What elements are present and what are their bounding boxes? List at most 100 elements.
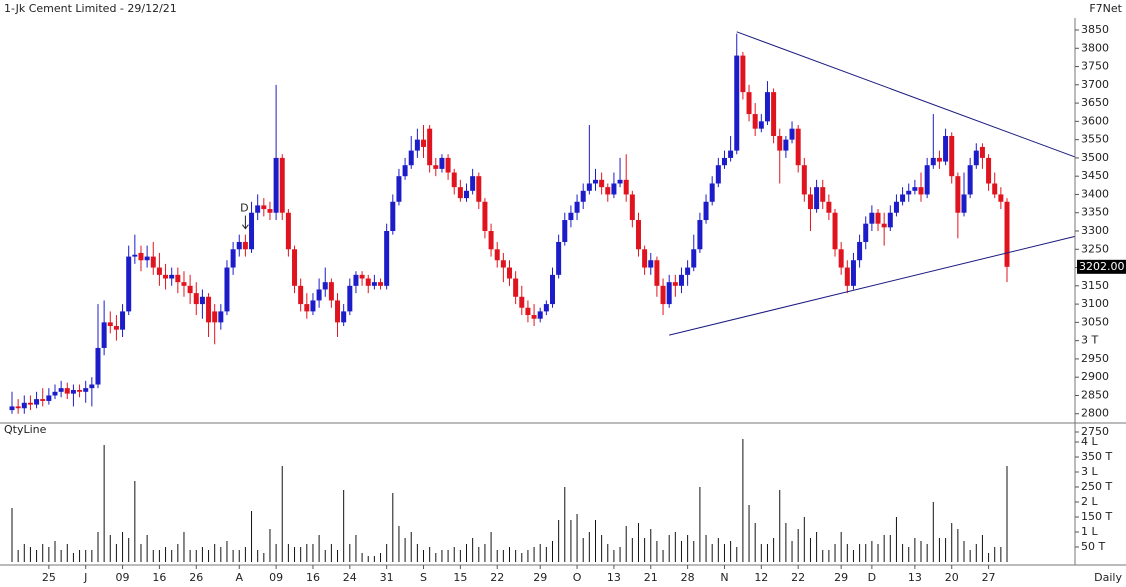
candle-body — [844, 267, 850, 286]
x-tick-label: 12 — [754, 571, 768, 584]
candle-body — [992, 183, 998, 195]
candle-body — [328, 282, 334, 301]
candle-body — [666, 282, 672, 305]
x-tick-label: 29 — [834, 571, 848, 584]
candle-body — [150, 256, 156, 268]
candle-body — [126, 256, 132, 312]
x-tick-label: 15 — [453, 571, 467, 584]
y-tick-label: 3050 — [1081, 315, 1109, 328]
y-tick-label: 1 L — [1081, 525, 1098, 538]
candle-body — [27, 402, 33, 405]
candle-body — [353, 274, 359, 286]
candle-body — [820, 187, 826, 202]
candle-body — [967, 165, 973, 195]
candle-body — [464, 190, 470, 199]
candle-body — [175, 274, 181, 283]
candle-body — [273, 157, 279, 213]
y-tick-label: 2750 — [1081, 425, 1109, 438]
candle-body — [734, 55, 740, 151]
candle-body — [906, 190, 912, 195]
candle-body — [421, 139, 427, 147]
candle-body — [89, 384, 95, 389]
candle-body — [721, 157, 727, 166]
x-tick-label: 29 — [533, 571, 547, 584]
candle-body — [292, 249, 298, 286]
candle-body — [777, 135, 783, 151]
price-panel — [9, 31, 1075, 414]
candle-body — [15, 406, 21, 409]
candle-body — [95, 347, 101, 385]
candle-body — [500, 260, 506, 268]
candle-body — [347, 285, 353, 312]
candle-body — [703, 201, 709, 221]
y-tick-label: 3750 — [1081, 60, 1109, 73]
candle-body — [574, 201, 580, 213]
candle-body — [494, 249, 500, 261]
x-tick-label: 22 — [791, 571, 805, 584]
y-tick-label: 3650 — [1081, 96, 1109, 109]
candle-body — [795, 128, 801, 166]
x-tick-label: J — [83, 571, 87, 584]
candle-body — [801, 165, 807, 195]
candle-body — [206, 296, 212, 323]
y-tick-label: 3150 — [1081, 279, 1109, 292]
candle-body — [298, 285, 304, 305]
source: F7Net — [1089, 2, 1122, 15]
candle-body — [285, 212, 291, 250]
candle-body — [893, 201, 899, 213]
y-tick-label: 3450 — [1081, 169, 1109, 182]
candle-body — [592, 179, 598, 184]
candle-body — [433, 165, 439, 169]
x-tick-label: 26 — [189, 571, 203, 584]
candle-body — [70, 389, 76, 394]
x-tick-label: 21 — [644, 571, 658, 584]
candle-body — [580, 190, 586, 202]
y-tick-label: 3700 — [1081, 78, 1109, 91]
candle-body — [390, 201, 396, 231]
candle-body — [482, 201, 488, 231]
candle-body — [199, 296, 205, 305]
x-tick-label: 28 — [681, 571, 695, 584]
candle-body — [371, 282, 377, 286]
candle-body — [408, 150, 414, 166]
candle-body — [193, 293, 199, 305]
candle-body — [279, 157, 285, 213]
periodicity: Daily — [1094, 571, 1122, 584]
candle-body — [488, 231, 494, 250]
candle-body — [230, 249, 236, 268]
y-tick-label: 2950 — [1081, 352, 1109, 365]
candle-body — [58, 388, 64, 392]
candle-body — [132, 254, 138, 257]
x-tick-label: O — [573, 571, 582, 584]
candle-body — [537, 311, 543, 319]
candle-body — [685, 267, 691, 275]
y-tick-label: 4 L — [1081, 435, 1098, 448]
candle-body — [187, 285, 193, 294]
candle-body — [439, 157, 445, 169]
candle-body — [568, 212, 574, 221]
y-tick-label: 3350 — [1081, 206, 1109, 219]
candle-body — [998, 194, 1004, 202]
candle-body — [949, 135, 955, 177]
y-tick-label: 3300 — [1081, 224, 1109, 237]
last-price-label: 3202.00 — [1079, 260, 1125, 273]
candle-body — [832, 212, 838, 250]
y-tick-label: 2800 — [1081, 407, 1109, 420]
candle-body — [396, 176, 402, 202]
candle-body — [267, 209, 273, 213]
candle-body — [445, 157, 451, 173]
y-tick-label: 3850 — [1081, 23, 1109, 36]
x-tick-label: S — [420, 571, 427, 584]
annotation-arrow — [241, 215, 249, 230]
candle-body — [654, 260, 660, 286]
candle-body — [402, 165, 408, 177]
x-tick-label: 27 — [982, 571, 996, 584]
candle-body — [46, 395, 52, 401]
x-tick-label: 24 — [343, 571, 357, 584]
candle-body — [814, 187, 820, 210]
last-price-box — [1077, 259, 1126, 274]
candle-body — [936, 157, 942, 162]
candle-body — [212, 311, 218, 323]
candle-body — [9, 406, 15, 411]
